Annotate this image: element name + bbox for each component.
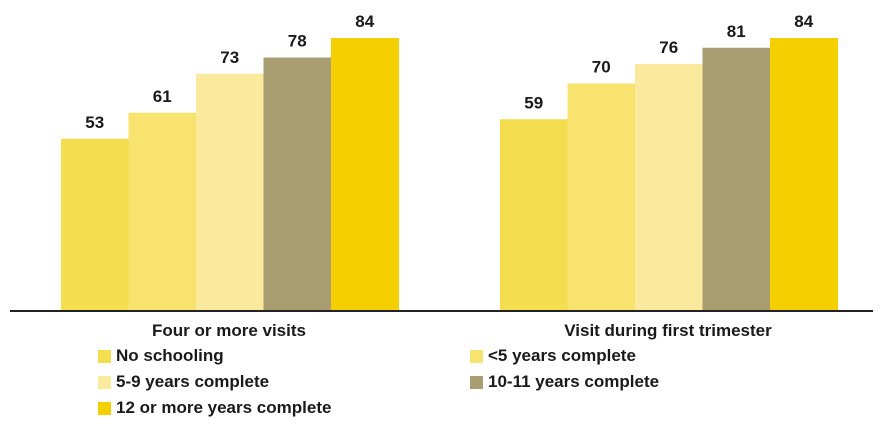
- bar-0-1: [128, 112, 197, 311]
- bar-1-0: [500, 119, 568, 311]
- bar-0-2: [196, 73, 264, 311]
- bar-0-0: [61, 138, 129, 311]
- bar-1-3: [702, 47, 771, 311]
- value-label-1-4: 84: [794, 12, 813, 31]
- bar-0-4: [331, 38, 399, 311]
- value-label-1-3: 81: [727, 22, 746, 41]
- value-label-0-4: 84: [355, 12, 374, 31]
- value-label-1-2: 76: [659, 38, 678, 57]
- category-label-1: Visit during first trimester: [564, 321, 772, 340]
- value-label-0-3: 78: [288, 32, 307, 51]
- value-label-1-1: 70: [592, 58, 611, 77]
- bar-0-3: [263, 57, 332, 311]
- value-label-1-0: 59: [524, 93, 543, 112]
- bar-1-2: [635, 64, 703, 311]
- value-labels-group: 53 61 73 78 84 59 70 76 81 84: [85, 12, 813, 132]
- bars-group: [61, 38, 838, 311]
- category-labels-group: Four or more visits Visit during first tr…: [152, 321, 772, 340]
- value-label-0-1: 61: [153, 87, 172, 106]
- value-label-0-2: 73: [220, 48, 239, 67]
- bar-1-1: [567, 83, 636, 311]
- bar-1-4: [770, 38, 838, 311]
- category-label-0: Four or more visits: [152, 321, 306, 340]
- value-label-0-0: 53: [85, 113, 104, 132]
